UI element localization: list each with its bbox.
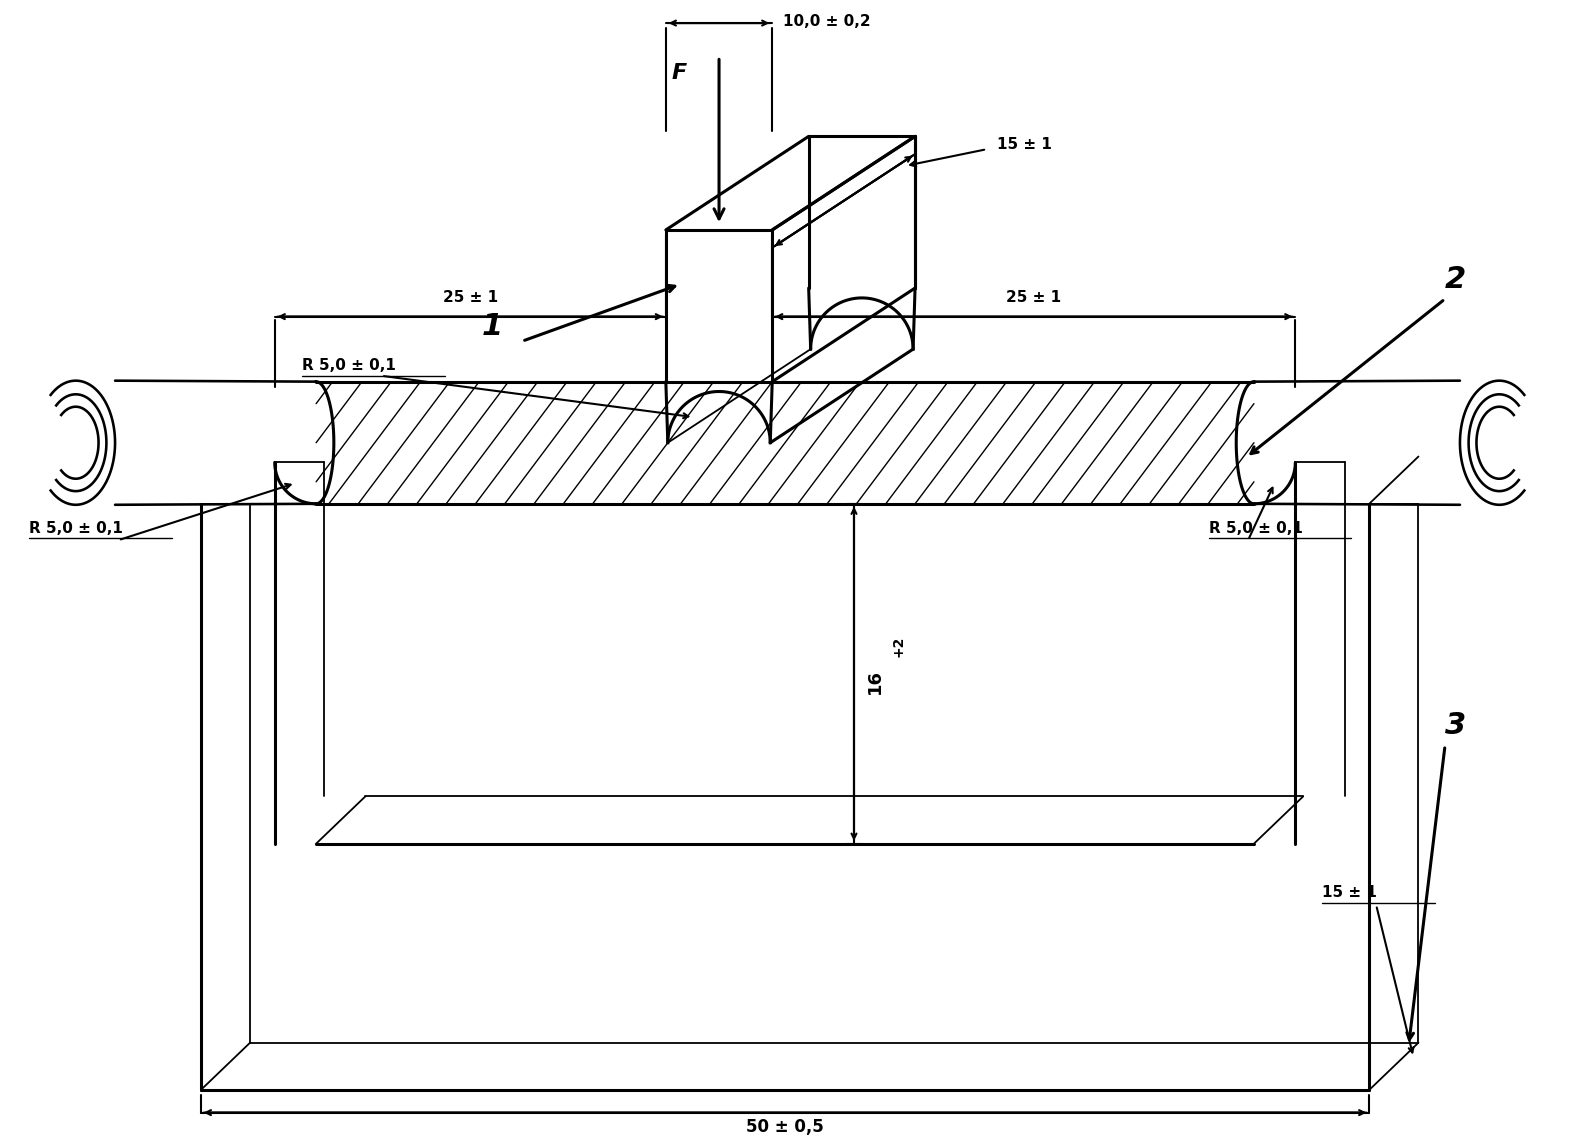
Text: 25 ± 1: 25 ± 1 [1006, 290, 1062, 305]
Text: R 5,0 ± 0,1: R 5,0 ± 0,1 [1208, 521, 1303, 536]
Text: 2: 2 [1446, 265, 1466, 294]
Text: 50 ± 0,5: 50 ± 0,5 [747, 1118, 824, 1136]
Text: 3: 3 [1446, 711, 1466, 740]
Text: F: F [673, 64, 687, 83]
Text: +2: +2 [891, 635, 906, 657]
Text: 25 ± 1: 25 ± 1 [443, 290, 498, 305]
Text: 15 ± 1: 15 ± 1 [1321, 885, 1377, 900]
Text: 15 ± 1: 15 ± 1 [997, 137, 1052, 151]
Text: R 5,0 ± 0,1: R 5,0 ± 0,1 [302, 358, 397, 373]
Text: 16: 16 [866, 669, 884, 694]
Text: R 5,0 ± 0,1: R 5,0 ± 0,1 [30, 521, 123, 536]
Text: 10,0 ± 0,2: 10,0 ± 0,2 [783, 14, 871, 28]
Text: 1: 1 [482, 312, 502, 341]
